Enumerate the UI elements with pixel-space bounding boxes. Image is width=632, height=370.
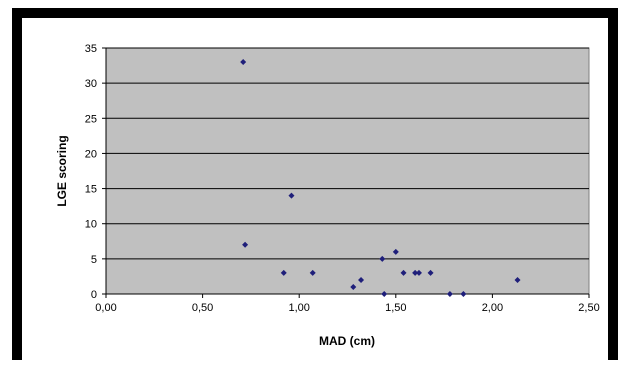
data-point [379,255,386,262]
data-point [514,276,521,283]
data-point [412,269,419,276]
data-point [415,269,422,276]
y-tick-label: 35 [85,43,97,55]
x-tick-label: 2,50 [578,302,599,314]
y-tick-label: 15 [85,184,97,196]
y-tick-labels: 0 5 10 15 20 25 30 35 [85,43,106,301]
data-point [392,248,399,255]
data-point [460,291,467,297]
data-point [240,59,247,66]
x-axis-label: MAD (cm) [319,334,375,348]
y-tick-label: 30 [85,78,97,90]
data-point [381,291,388,297]
data-point [288,192,295,199]
axes [105,48,589,295]
x-tick-label: 1,50 [385,302,406,314]
data-point [242,241,249,248]
y-tick-label: 0 [91,289,97,301]
data-points [240,59,521,297]
y-tick-label: 20 [85,148,97,160]
y-axis-label: LGE scoring [55,135,69,206]
x-tick-label: 0,00 [95,302,116,314]
data-point [358,276,365,283]
y-tick-label: 25 [85,113,97,125]
plot-area [105,47,590,295]
data-point [427,269,434,276]
x-tick-label: 1,00 [288,302,309,314]
x-tick-labels: 0,00 0,50 1,00 1,50 2,00 2,50 [95,294,600,314]
data-point [280,269,287,276]
data-point [350,283,357,290]
data-point [400,269,407,276]
data-point [446,291,453,297]
y-tick-label: 5 [91,254,97,266]
x-tick-label: 0,50 [192,302,213,314]
x-tick-label: 2,00 [482,302,503,314]
y-tick-label: 10 [85,219,97,231]
data-point [309,269,316,276]
gridlines [106,47,589,260]
